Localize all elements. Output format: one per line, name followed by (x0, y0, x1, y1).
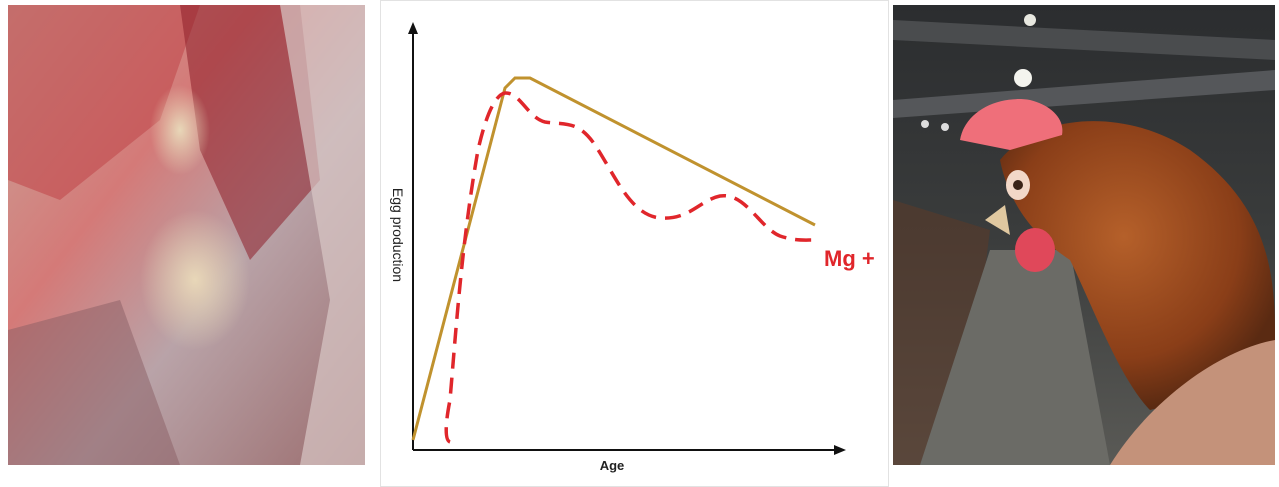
x-axis-label: Age (600, 458, 625, 473)
photo-right (893, 5, 1275, 465)
chart-panel: Egg production Age Mg + (380, 0, 889, 487)
baseline-curve (411, 76, 816, 441)
y-axis-label: Egg production (390, 188, 406, 282)
series-label: Mg + (824, 246, 875, 271)
x-axis-arrow (834, 445, 846, 455)
photo-left (8, 5, 365, 465)
y-axis-arrow (408, 22, 418, 34)
mg-curve (444, 91, 813, 444)
